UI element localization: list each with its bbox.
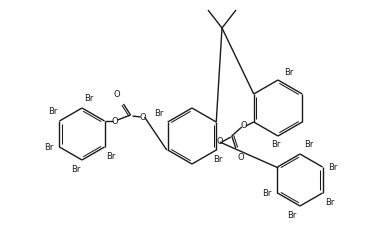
Text: O: O xyxy=(240,122,247,130)
Text: Br: Br xyxy=(70,165,80,174)
Text: O: O xyxy=(238,153,244,162)
Text: Br: Br xyxy=(329,163,338,172)
Text: Br: Br xyxy=(271,140,281,149)
Text: Br: Br xyxy=(44,143,53,152)
Text: Br: Br xyxy=(325,198,335,207)
Text: Br: Br xyxy=(106,152,116,161)
Text: Br: Br xyxy=(48,107,58,116)
Text: Br: Br xyxy=(214,155,223,164)
Text: Br: Br xyxy=(288,211,297,220)
Text: O: O xyxy=(111,116,118,125)
Text: Br: Br xyxy=(84,94,93,103)
Text: O: O xyxy=(216,138,223,147)
Text: O: O xyxy=(139,113,146,122)
Text: Br: Br xyxy=(304,140,313,149)
Text: Br: Br xyxy=(154,109,164,118)
Text: Br: Br xyxy=(262,188,272,198)
Text: O: O xyxy=(114,90,120,99)
Text: Br: Br xyxy=(284,68,293,77)
